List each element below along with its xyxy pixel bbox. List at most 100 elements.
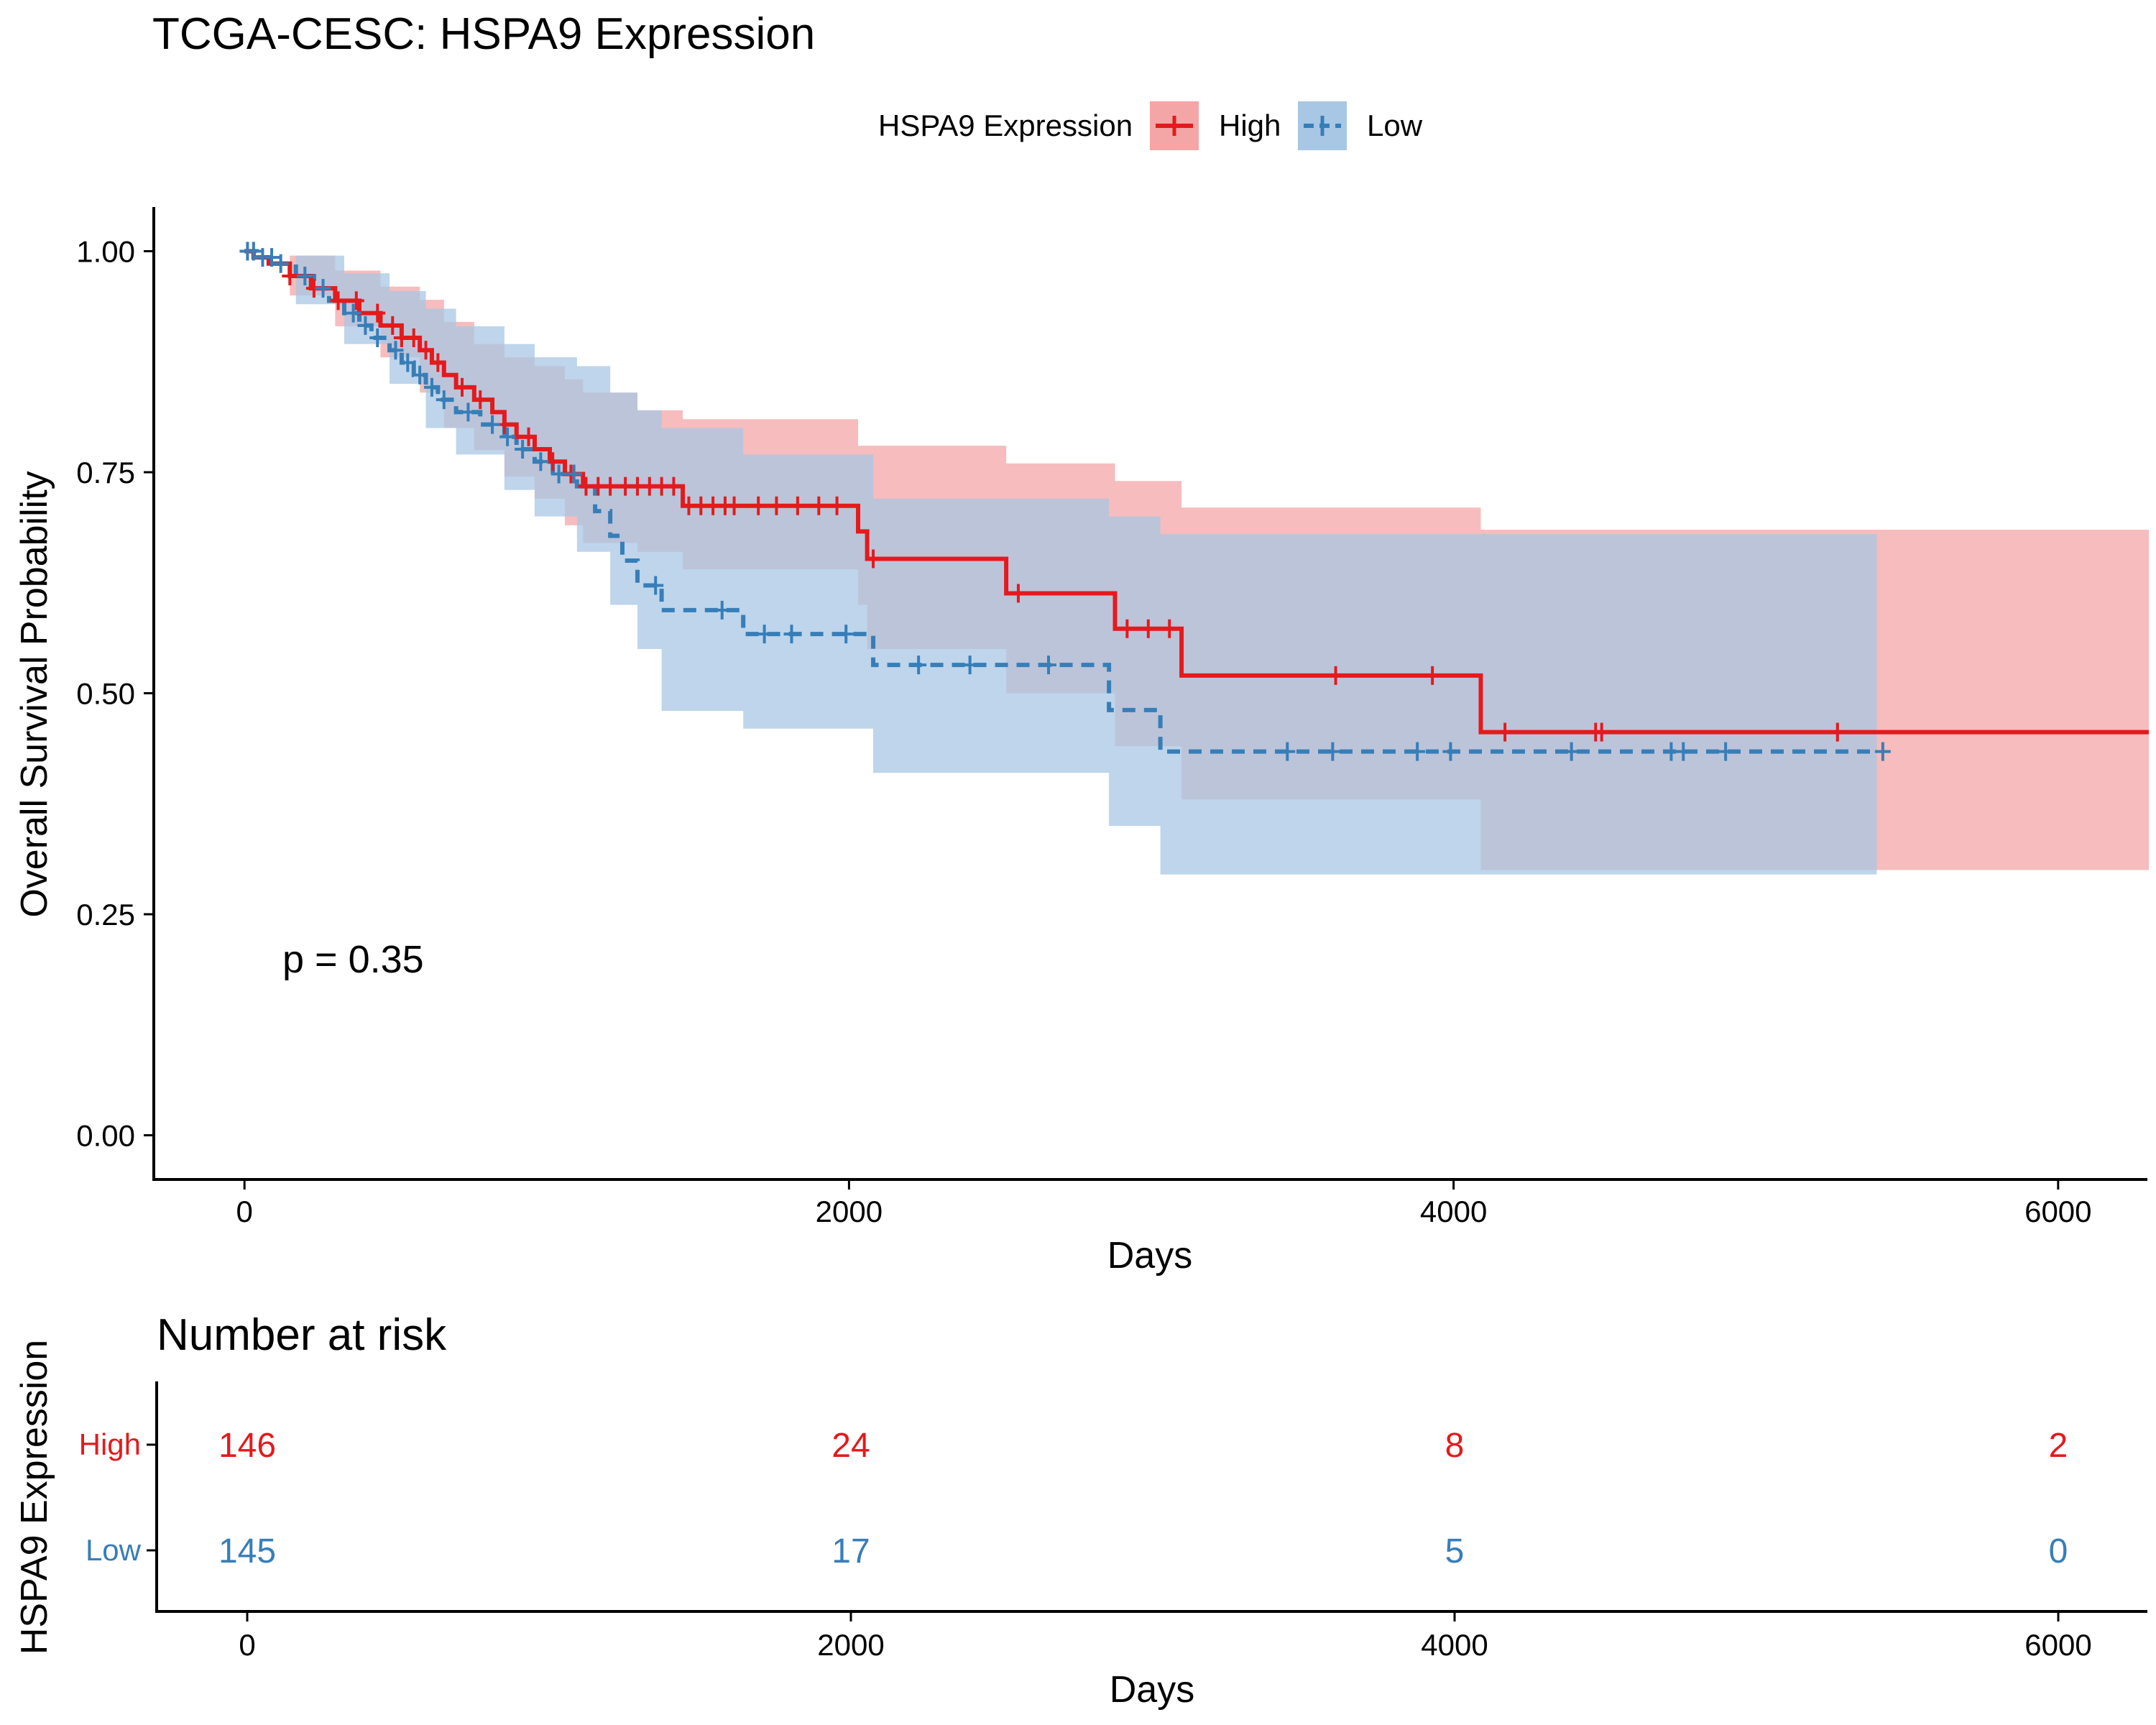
y-tick-label: 0.50 xyxy=(76,677,135,711)
censor-mark-low xyxy=(962,656,978,675)
censor-mark-low xyxy=(1279,742,1296,761)
legend-label-high: High xyxy=(1219,109,1281,142)
censor-mark-low xyxy=(1442,742,1459,761)
censor-mark-low xyxy=(714,600,730,620)
censor-mark-low xyxy=(1563,742,1580,761)
censor-mark-low xyxy=(245,242,262,261)
x-tick-label: 6000 xyxy=(2024,1195,2091,1228)
censor-mark-high xyxy=(330,291,346,310)
x-tick-label: 4000 xyxy=(1420,1195,1487,1228)
censor-mark-high xyxy=(430,353,446,372)
censor-mark-low xyxy=(648,576,664,595)
censor-mark-high xyxy=(750,496,767,515)
censor-mark-low xyxy=(387,341,404,360)
censor-mark-low xyxy=(533,452,549,472)
survival-curve-high xyxy=(244,249,2149,735)
censor-mark-high xyxy=(1424,666,1441,685)
censor-mark-low xyxy=(272,254,289,273)
risk-table-title: Number at risk xyxy=(157,1310,447,1360)
censor-mark-low xyxy=(515,440,531,459)
y-axis-label: Overall Survival Probability xyxy=(14,471,55,917)
censor-mark-high xyxy=(1593,722,1610,742)
risk-rows: High 146 24 8 2 Low 145 17 5 0 xyxy=(79,1427,2068,1570)
censor-mark-high xyxy=(418,341,434,360)
risk-row-label-low: Low xyxy=(86,1533,142,1567)
y-tick-label: 0.00 xyxy=(76,1119,135,1153)
censor-mark-high xyxy=(1161,619,1178,638)
censor-mark-low xyxy=(911,656,927,675)
censor-mark-high xyxy=(1140,619,1156,638)
main-x-ticks: 0 2000 4000 6000 xyxy=(236,1179,2092,1228)
censor-mark-low xyxy=(297,266,313,285)
censor-mark-low xyxy=(1874,742,1891,761)
confidence-band-low xyxy=(244,251,1877,875)
risk-x-ticks: 0 2000 4000 6000 xyxy=(239,1611,2092,1662)
censor-mark-low xyxy=(315,279,331,298)
risk-count-low: 17 xyxy=(831,1532,870,1570)
risk-count-low: 0 xyxy=(2049,1532,2068,1570)
censor-mark-low xyxy=(783,625,800,644)
censor-mark-low xyxy=(412,365,428,385)
risk-x-tick-label: 2000 xyxy=(817,1628,884,1662)
risk-table: Number at risk HSPA9 Expression High 146 2… xyxy=(14,1310,2147,1711)
legend: HSPA9 Expression High Low xyxy=(878,101,1423,150)
censor-mark-high xyxy=(454,377,471,397)
censor-mark-low xyxy=(484,415,501,434)
risk-count-high: 8 xyxy=(1445,1427,1465,1465)
censor-mark-low xyxy=(1675,742,1692,761)
survival-curves xyxy=(244,249,2149,754)
censor-mark-high xyxy=(768,496,785,515)
x-tick-label: 0 xyxy=(236,1195,253,1228)
censor-mark-high xyxy=(811,496,827,515)
censor-mark-high xyxy=(665,477,682,496)
confidence-bands xyxy=(244,251,2149,875)
censor-marks xyxy=(239,242,1891,761)
risk-count-high: 2 xyxy=(2049,1427,2068,1465)
censor-mark-low xyxy=(1325,742,1341,761)
censor-mark-low xyxy=(1409,742,1426,761)
censor-mark-low xyxy=(460,402,476,422)
censor-mark-high xyxy=(1327,666,1344,685)
censor-mark-low xyxy=(566,464,582,484)
y-tick-label: 1.00 xyxy=(76,235,135,269)
censor-mark-high xyxy=(282,266,298,285)
legend-label-low: Low xyxy=(1367,109,1423,142)
censor-mark-high xyxy=(1829,722,1846,742)
censor-mark-low xyxy=(345,303,361,323)
censor-mark-low xyxy=(838,625,854,644)
censor-mark-high xyxy=(726,496,742,515)
censor-mark-low xyxy=(436,390,452,410)
legend-key-high xyxy=(1150,101,1199,150)
risk-x-tick-label: 6000 xyxy=(2024,1628,2091,1662)
risk-table-y-label: HSPA9 Expression xyxy=(14,1340,55,1655)
x-axis-label: Days xyxy=(1107,1235,1192,1276)
censor-mark-high xyxy=(384,316,401,335)
risk-x-tick-label: 4000 xyxy=(1421,1628,1488,1662)
risk-count-low: 145 xyxy=(218,1532,276,1570)
censor-mark-high xyxy=(1010,584,1026,603)
p-value-annotation: p = 0.35 xyxy=(282,938,424,981)
censor-mark-high xyxy=(1497,722,1514,742)
risk-x-axis-label: Days xyxy=(1110,1669,1194,1711)
censor-mark-high xyxy=(472,390,489,410)
censor-mark-high xyxy=(865,549,882,569)
censor-mark-high xyxy=(1119,619,1135,638)
risk-count-low: 5 xyxy=(1445,1532,1465,1570)
risk-x-tick-label: 0 xyxy=(239,1628,255,1662)
censor-mark-high xyxy=(520,427,537,446)
y-tick-label: 0.25 xyxy=(76,898,135,932)
censor-mark-high xyxy=(829,496,845,515)
censor-mark-low xyxy=(264,248,280,267)
legend-key-low xyxy=(1298,101,1347,150)
legend-title: HSPA9 Expression xyxy=(878,109,1133,142)
main-plot: 0.00 0.25 0.50 0.75 1.00 0 2000 4000 6000 p = 0… xyxy=(14,207,2149,1276)
censor-mark-low xyxy=(550,464,567,484)
risk-count-high: 24 xyxy=(831,1427,870,1465)
censor-mark-low xyxy=(499,427,516,446)
censor-mark-low xyxy=(1718,742,1734,761)
censor-mark-high xyxy=(369,303,386,323)
censor-mark-high xyxy=(348,291,364,310)
x-tick-label: 2000 xyxy=(816,1195,883,1228)
censor-mark-high xyxy=(405,328,422,348)
risk-row-label-high: High xyxy=(79,1427,141,1461)
